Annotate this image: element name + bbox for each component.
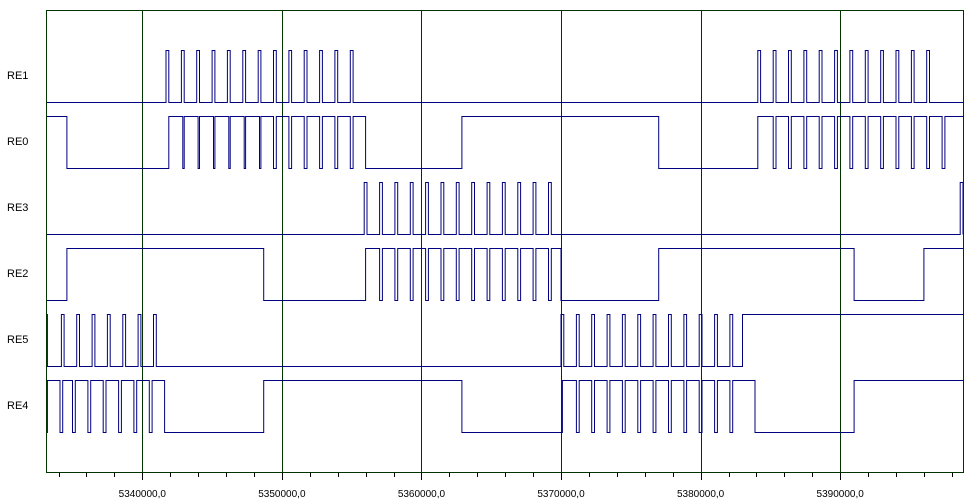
x-tick-label-0: 5340000,0 <box>119 489 167 500</box>
trace-re2 <box>46 248 963 301</box>
x-tick-label-3: 5370000,0 <box>537 489 585 500</box>
channel-label-re1: RE1 <box>7 70 28 82</box>
time-axis: 5340000,0 5350000,0 5360000,0 5370000,0 5380… <box>59 472 953 500</box>
channel-label-re0: RE0 <box>7 136 28 148</box>
trace-re5 <box>46 314 963 367</box>
signal-traces <box>46 50 964 433</box>
plot-frame <box>46 10 964 473</box>
x-tick-label-1: 5350000,0 <box>258 489 306 500</box>
grid-lines <box>142 10 841 472</box>
x-tick-label-2: 5360000,0 <box>398 489 446 500</box>
x-tick-label-5: 5390000,0 <box>817 489 865 500</box>
trace-re4 <box>46 380 963 433</box>
channel-label-re2: RE2 <box>7 268 28 280</box>
channel-labels: RE1 RE0 RE3 RE2 RE5 RE4 <box>7 70 28 412</box>
channel-label-re4: RE4 <box>7 400 28 412</box>
channel-label-re3: RE3 <box>7 202 28 214</box>
trace-re1 <box>46 50 963 103</box>
trace-re3 <box>46 182 964 235</box>
x-tick-label-4: 5380000,0 <box>677 489 725 500</box>
trace-re0 <box>46 116 963 169</box>
channel-label-re5: RE5 <box>7 334 28 346</box>
